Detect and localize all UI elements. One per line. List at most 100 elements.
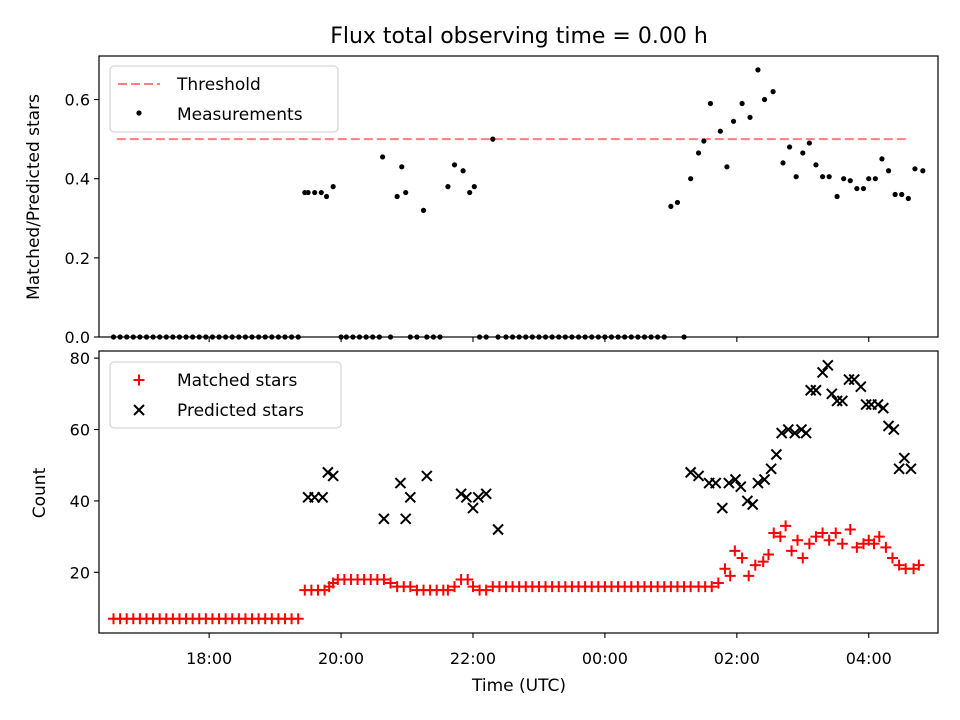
predicted-star-point: [394, 477, 407, 489]
bottom-legend-box: [109, 361, 342, 429]
measurement-point: [912, 166, 918, 172]
matched-star-point: [378, 573, 390, 585]
bottom-axes: 20 40 60 80 18:00 20:00 22:00 00:00 02:00 04:00: [70, 349, 939, 668]
predicted-star-point: [723, 477, 735, 489]
legend-matched-label: Matched stars: [177, 371, 297, 391]
legend-measurements-label: Measurements: [177, 105, 303, 125]
matched-star-point: [817, 527, 829, 539]
measurement-point: [800, 150, 806, 156]
predicted-star-point: [843, 373, 855, 386]
matched-star-point: [449, 581, 461, 593]
predicted-star-point: [898, 452, 911, 464]
measurement-point: [688, 176, 694, 182]
matched-star-point: [736, 552, 748, 564]
predicted-star-point: [421, 470, 433, 482]
predicted-star-point: [822, 359, 834, 371]
matched-star-point: [749, 559, 761, 571]
matched-star-point: [706, 581, 718, 593]
measurement-point: [399, 164, 405, 170]
predicted-star-point: [765, 463, 777, 475]
matched-star-point: [786, 545, 798, 557]
measurement-point: [394, 193, 400, 200]
top-legend-box: [109, 65, 339, 133]
matched-star-point: [851, 541, 863, 553]
matched-star-point: [880, 541, 892, 553]
matched-star-point: [385, 577, 397, 589]
measurement-point: [920, 168, 926, 174]
measurement-point: [323, 193, 330, 200]
measurement-point: [305, 189, 311, 196]
matched-star-point: [743, 570, 755, 582]
matched-star-point: [768, 527, 780, 539]
measurement-point: [879, 156, 885, 162]
matched-star-point: [844, 523, 856, 535]
top-y-tick-label: 0.2: [65, 249, 90, 268]
bottom-y-tick-label: 20: [70, 563, 90, 582]
bottom-plot-marks: [108, 359, 925, 625]
matched-star-point: [480, 584, 492, 596]
measurement-point: [813, 162, 819, 168]
predicted-star-point: [789, 427, 801, 439]
predicted-star-point: [327, 470, 339, 482]
measurement-point: [490, 136, 496, 142]
predicted-star-point: [860, 398, 872, 411]
measurement-point: [445, 184, 451, 190]
matched-star-point: [797, 552, 809, 564]
predicted-star-point: [492, 523, 504, 536]
matched-star-point: [803, 538, 815, 550]
matched-star-point: [913, 559, 925, 571]
predicted-star-point: [472, 491, 484, 504]
predicted-star-point: [831, 395, 843, 407]
measurement-point: [380, 154, 386, 160]
predicted-star-point: [322, 466, 334, 479]
matched-star-point: [836, 538, 848, 550]
measurement-point: [905, 195, 911, 202]
predicted-star-point: [810, 384, 822, 396]
measurement-point: [471, 184, 477, 190]
measurement-point: [451, 162, 458, 168]
matched-star-point: [868, 538, 880, 550]
legend-matched-swatch: [133, 374, 145, 386]
predicted-star-point: [877, 402, 889, 414]
predicted-star-point: [855, 380, 867, 393]
predicted-star-point: [741, 495, 754, 507]
measurement-point: [668, 203, 674, 209]
bottom-x-tick-label: 18:00: [186, 649, 232, 668]
measurement-point: [793, 174, 799, 180]
matched-star-point: [893, 559, 905, 571]
predicted-star-point: [400, 513, 412, 525]
matched-star-point: [729, 545, 741, 557]
measurement-point: [761, 96, 768, 103]
matched-star-point: [762, 548, 774, 560]
measurement-point: [330, 184, 336, 190]
legend-predicted-swatch: [133, 404, 145, 416]
matched-star-point: [404, 581, 416, 593]
matched-star-point: [792, 534, 804, 546]
bottom-x-tick-label: 02:00: [714, 649, 760, 668]
predicted-star-point: [800, 427, 812, 439]
bottom-x-tick-label: 00:00: [582, 649, 628, 668]
bottom-legend: Matched stars Predicted stars: [109, 361, 342, 429]
predicted-star-point: [716, 502, 729, 514]
predicted-star-point: [480, 488, 492, 500]
predicted-star-point: [804, 384, 817, 396]
measurement-point: [724, 164, 730, 170]
predicted-star-point: [826, 388, 838, 400]
measurement-point: [701, 138, 707, 144]
bottom-x-tick-label: 20:00: [318, 649, 364, 668]
predicted-star-point: [467, 502, 479, 514]
predicted-star-point: [752, 477, 764, 489]
top-y-tick-label: 0.0: [65, 328, 90, 347]
predicted-star-point: [729, 473, 742, 486]
measurement-point: [312, 189, 318, 196]
legend-threshold-label: Threshold: [176, 75, 261, 95]
measurement-point: [866, 176, 872, 182]
predicted-star-point: [782, 423, 794, 436]
matched-star-point: [757, 556, 769, 568]
measurement-point: [780, 160, 786, 166]
measurement-point: [467, 189, 473, 196]
legend-predicted-label: Predicted stars: [177, 401, 304, 421]
matched-star-point: [712, 577, 724, 589]
bottom-x-tick-label: 22:00: [450, 649, 496, 668]
